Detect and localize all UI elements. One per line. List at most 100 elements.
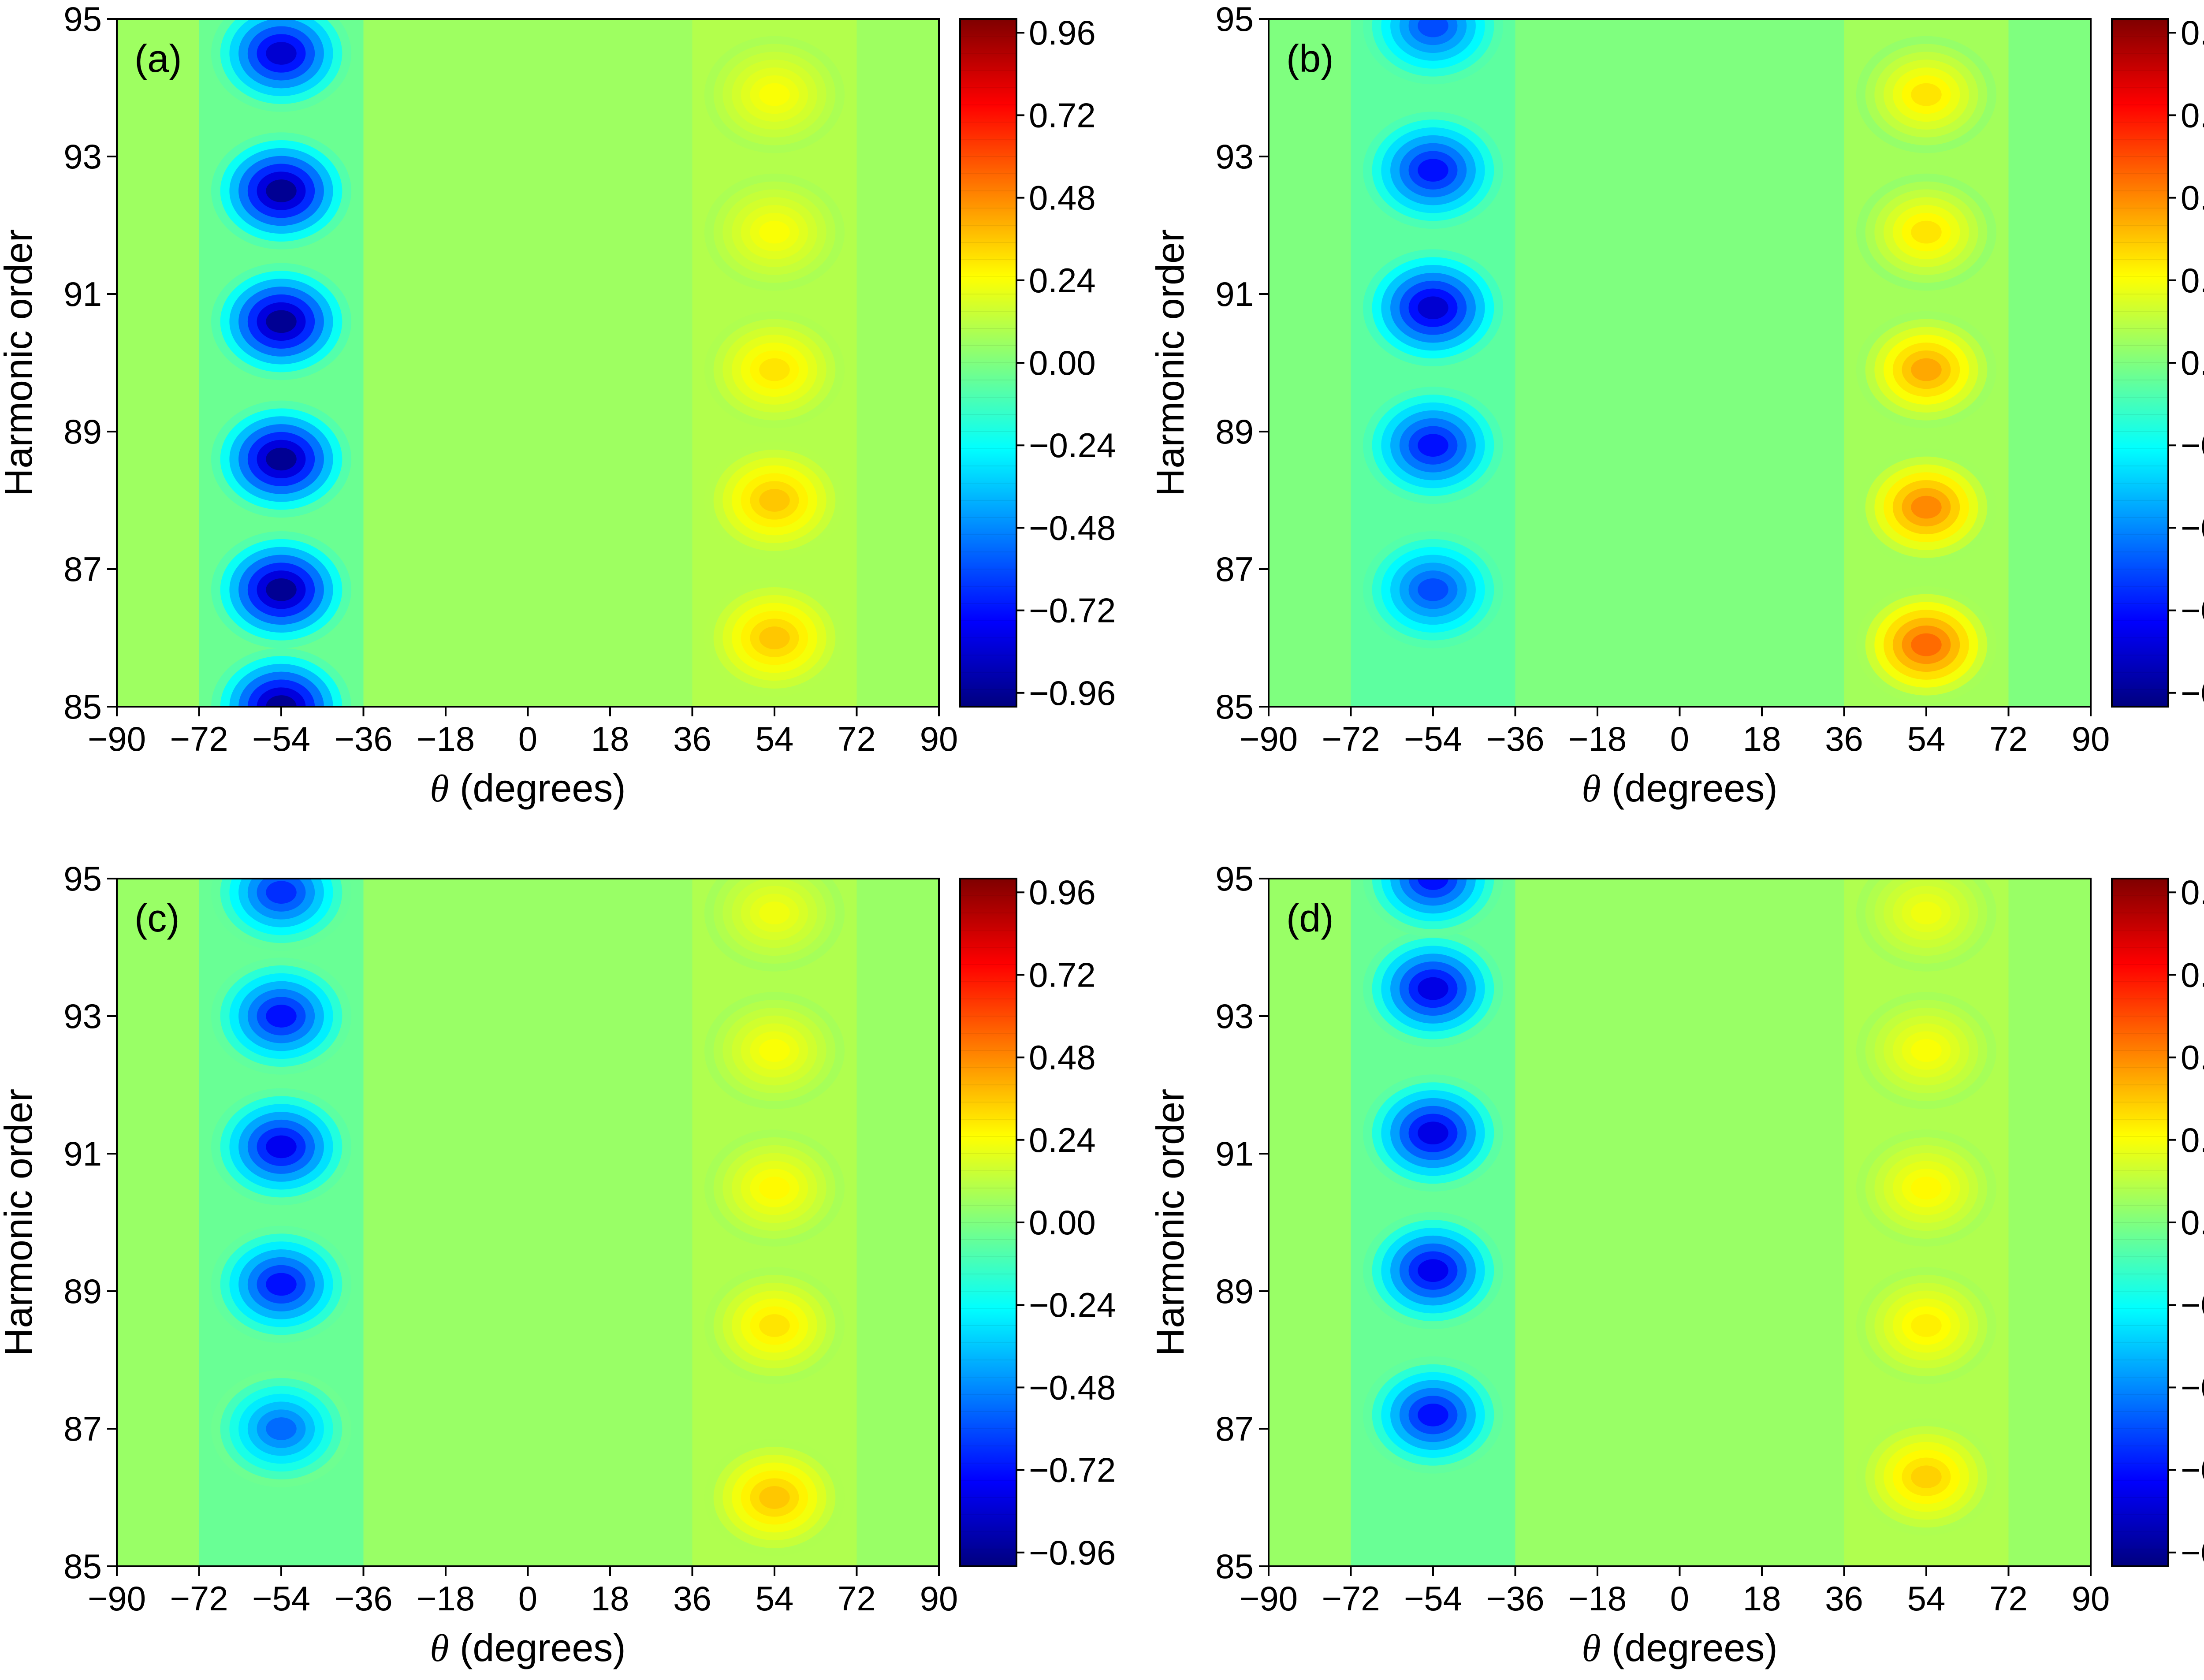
y-tick-label: 85 xyxy=(63,687,102,726)
colorbar-tick-label: −0.48 xyxy=(2181,508,2204,547)
x-axis-label-symbol: θ xyxy=(430,767,449,810)
heatmap-maximum xyxy=(759,358,790,381)
heatmap-field xyxy=(1269,879,2091,1566)
colorbar-tick-label: 0.96 xyxy=(1029,873,1096,912)
heatmap-maximum xyxy=(1911,83,1942,106)
x-tick-label: 0 xyxy=(1670,719,1689,758)
x-tick-label: −18 xyxy=(417,719,475,758)
colorbar-tick-label: 0.72 xyxy=(2181,96,2204,134)
x-tick-label: 54 xyxy=(1907,1579,1946,1618)
x-tick-label: −54 xyxy=(1404,1579,1462,1618)
colorbar-tick-label: 0.48 xyxy=(2181,179,2204,217)
colorbar-tick-label: 0.24 xyxy=(1029,1121,1096,1159)
x-tick-label: −54 xyxy=(1404,719,1462,758)
x-tick-label: −72 xyxy=(170,719,228,758)
chart-panel-3: −90 −72 −54 −36 −18 0 18 36 54 72 90 85 87 89 91 93 95 θ … xyxy=(0,859,1116,1670)
y-tick-label: 89 xyxy=(1215,1272,1254,1311)
heatmap-maximum xyxy=(759,220,790,244)
heatmap-minimum xyxy=(266,1273,297,1296)
y-tick-label: 93 xyxy=(63,997,102,1036)
x-tick-label: −36 xyxy=(334,1579,392,1618)
colorbar-tick-label: 0.00 xyxy=(2181,1203,2204,1242)
x-tick-label: −36 xyxy=(334,719,392,758)
heatmap-maximum xyxy=(1911,1314,1942,1337)
heatmap-minimum xyxy=(1418,578,1448,601)
colorbar-tick-label: 0.48 xyxy=(2181,1038,2204,1077)
x-tick-label: 54 xyxy=(1907,719,1946,758)
x-tick-label: 54 xyxy=(756,1579,794,1618)
x-tick-label: −54 xyxy=(252,1579,310,1618)
y-tick-label: 87 xyxy=(1215,550,1254,589)
heatmap-minimum xyxy=(266,578,297,601)
x-tick-label: −72 xyxy=(1322,719,1380,758)
x-tick-label: 18 xyxy=(591,719,629,758)
x-tick-label: 90 xyxy=(920,719,958,758)
x-tick-label: −90 xyxy=(88,1579,146,1618)
y-tick-label: 89 xyxy=(1215,412,1254,451)
heatmap-maximum xyxy=(1911,1177,1942,1199)
colorbar-tick-label: −0.24 xyxy=(1029,426,1116,465)
heatmap-minimum xyxy=(266,881,297,904)
colorbar-tick-label: 0.00 xyxy=(1029,343,1096,382)
y-tick-label: 95 xyxy=(63,859,102,898)
chart-panel-4: −90 −72 −54 −36 −18 0 18 36 54 72 90 85 87 89 91 93 95 θ … xyxy=(1148,859,2204,1670)
x-tick-label: −18 xyxy=(1568,719,1627,758)
x-tick-label: 0 xyxy=(518,1579,537,1618)
x-tick-label: 36 xyxy=(1825,719,1863,758)
heatmap-minimum xyxy=(266,179,297,202)
heatmap-minimum xyxy=(1418,159,1448,182)
y-tick-label: 93 xyxy=(63,137,102,176)
colorbar-tick-label: −0.72 xyxy=(1029,591,1116,630)
y-tick-label: 93 xyxy=(1215,137,1254,176)
heatmap-minimum xyxy=(1418,296,1448,320)
colorbar-tick-label: −0.48 xyxy=(1029,508,1116,547)
heatmap-minimum xyxy=(266,42,297,65)
colorbar-tick-label: −0.72 xyxy=(1029,1451,1116,1490)
x-tick-label: −18 xyxy=(1568,1579,1627,1618)
heatmap-maximum xyxy=(759,1177,790,1199)
colorbar-tick-label: −0.96 xyxy=(2181,1533,2204,1572)
x-tick-label: −36 xyxy=(1486,719,1544,758)
x-axis-label: θ (degrees) xyxy=(1582,766,1777,810)
y-tick-label: 87 xyxy=(1215,1409,1254,1448)
y-tick-label: 85 xyxy=(1215,1547,1254,1586)
colorbar-tick-label: 0.48 xyxy=(1029,1038,1096,1077)
colorbar-tick-label: −0.24 xyxy=(2181,426,2204,465)
colorbar-tick-label: −0.24 xyxy=(1029,1285,1116,1324)
heatmap-maximum xyxy=(1911,1039,1942,1062)
heatmap-maximum xyxy=(759,901,790,924)
panel-label: (a) xyxy=(134,37,182,80)
x-tick-label: −54 xyxy=(252,719,310,758)
colorbar xyxy=(960,879,1016,1566)
heatmap-maximum xyxy=(759,1314,790,1337)
colorbar-tick-label: −0.24 xyxy=(2181,1285,2204,1324)
colorbar xyxy=(2112,19,2168,707)
x-tick-label: 72 xyxy=(838,719,876,758)
heatmap-maximum xyxy=(1911,495,1942,519)
x-tick-label: 72 xyxy=(1989,1579,2028,1618)
x-axis-label-text: (degrees) xyxy=(1601,766,1778,810)
x-tick-label: 36 xyxy=(1825,1579,1863,1618)
panel-label: (b) xyxy=(1286,37,1334,80)
colorbar xyxy=(960,19,1016,707)
x-tick-label: −18 xyxy=(417,1579,475,1618)
colorbar-tick-label: 0.48 xyxy=(1029,179,1096,217)
heatmap-field xyxy=(117,879,939,1566)
heatmap-minimum xyxy=(1418,19,1448,37)
chart-panel-1: −90 −72 −54 −36 −18 0 18 36 54 72 90 85 87 89 91 93 95 θ … xyxy=(0,0,1116,810)
y-axis-label: Harmonic order xyxy=(1148,1089,1192,1356)
heatmap-minimum xyxy=(266,1005,297,1028)
heatmap-minimum xyxy=(1418,1259,1448,1282)
heatmap-maximum xyxy=(759,1486,790,1509)
heatmap-field xyxy=(117,19,939,707)
x-tick-label: 0 xyxy=(1670,1579,1689,1618)
x-tick-label: −90 xyxy=(1240,719,1298,758)
x-tick-label: −72 xyxy=(1322,1579,1380,1618)
y-tick-label: 95 xyxy=(1215,0,1254,38)
colorbar-tick-label: 0.72 xyxy=(1029,96,1096,134)
x-axis-label-symbol: θ xyxy=(1582,767,1601,810)
heatmap-maximum xyxy=(1911,358,1942,381)
x-tick-label: 18 xyxy=(591,1579,629,1618)
